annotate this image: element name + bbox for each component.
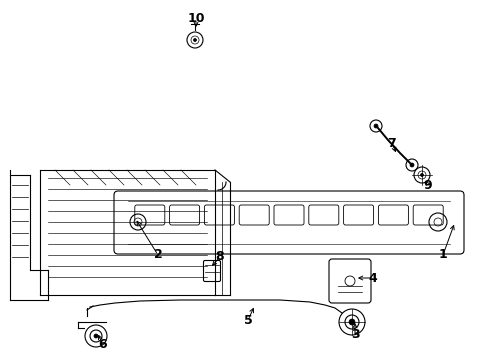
Text: 2: 2 bbox=[153, 248, 162, 261]
Text: 9: 9 bbox=[423, 179, 431, 192]
Text: 10: 10 bbox=[187, 12, 204, 24]
Text: 7: 7 bbox=[387, 136, 396, 149]
Circle shape bbox=[373, 124, 377, 128]
Text: 1: 1 bbox=[438, 248, 447, 261]
Circle shape bbox=[409, 163, 413, 167]
Circle shape bbox=[420, 174, 423, 176]
Text: 5: 5 bbox=[243, 314, 252, 327]
Circle shape bbox=[348, 319, 354, 325]
Text: 4: 4 bbox=[368, 271, 377, 284]
Text: 3: 3 bbox=[350, 328, 359, 342]
Circle shape bbox=[94, 334, 98, 338]
Circle shape bbox=[193, 39, 196, 41]
Text: 6: 6 bbox=[99, 338, 107, 351]
Text: 8: 8 bbox=[215, 251, 224, 264]
